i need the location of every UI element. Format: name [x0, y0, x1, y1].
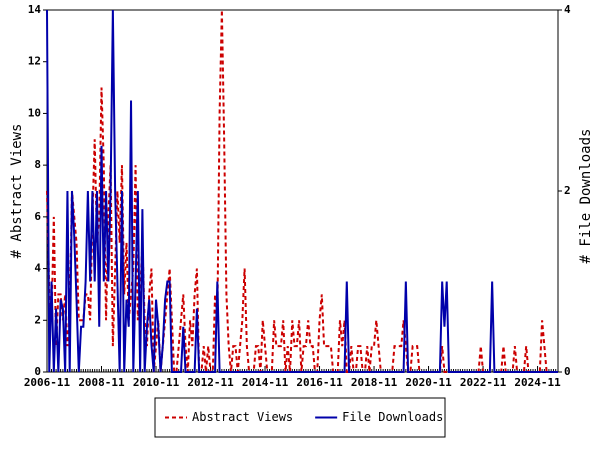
y-tick-label: 6 — [34, 210, 41, 223]
y-tick-label: 2 — [34, 313, 41, 326]
y-axis-label: # Abstract Views — [9, 124, 25, 259]
data-line — [46, 9, 558, 373]
y2-axis-label: # File Downloads — [578, 129, 594, 264]
x-tick-label: 2018-11 — [351, 376, 398, 389]
x-tick-label: 2014-11 — [242, 376, 289, 389]
y2-tick-label: 2 — [564, 184, 571, 197]
y-tick-label: 0 — [34, 365, 41, 378]
x-tick-label: 2024-11 — [514, 376, 561, 389]
y2-tick-label: 0 — [564, 365, 571, 378]
y-tick-label: 10 — [28, 106, 41, 119]
y-tick-label: 12 — [28, 55, 41, 68]
x-tick-label: 2020-11 — [405, 376, 452, 389]
x-tick-label: 2010-11 — [133, 376, 180, 389]
y-tick-label: 14 — [28, 3, 42, 16]
x-tick-label: 2012-11 — [187, 376, 234, 389]
legend-label: File Downloads — [342, 410, 443, 424]
y-tick-label: 8 — [34, 158, 41, 171]
x-tick-label: 2008-11 — [78, 376, 125, 389]
x-tick-label: 2006-11 — [24, 376, 71, 389]
x-tick-label: 2016-11 — [296, 376, 343, 389]
legend-box — [154, 397, 446, 438]
y2-tick-label: 4 — [564, 3, 571, 16]
x-tick-label: 2022-11 — [460, 376, 507, 389]
y-tick-label: 4 — [34, 262, 41, 275]
legend-label: Abstract Views — [192, 410, 293, 424]
